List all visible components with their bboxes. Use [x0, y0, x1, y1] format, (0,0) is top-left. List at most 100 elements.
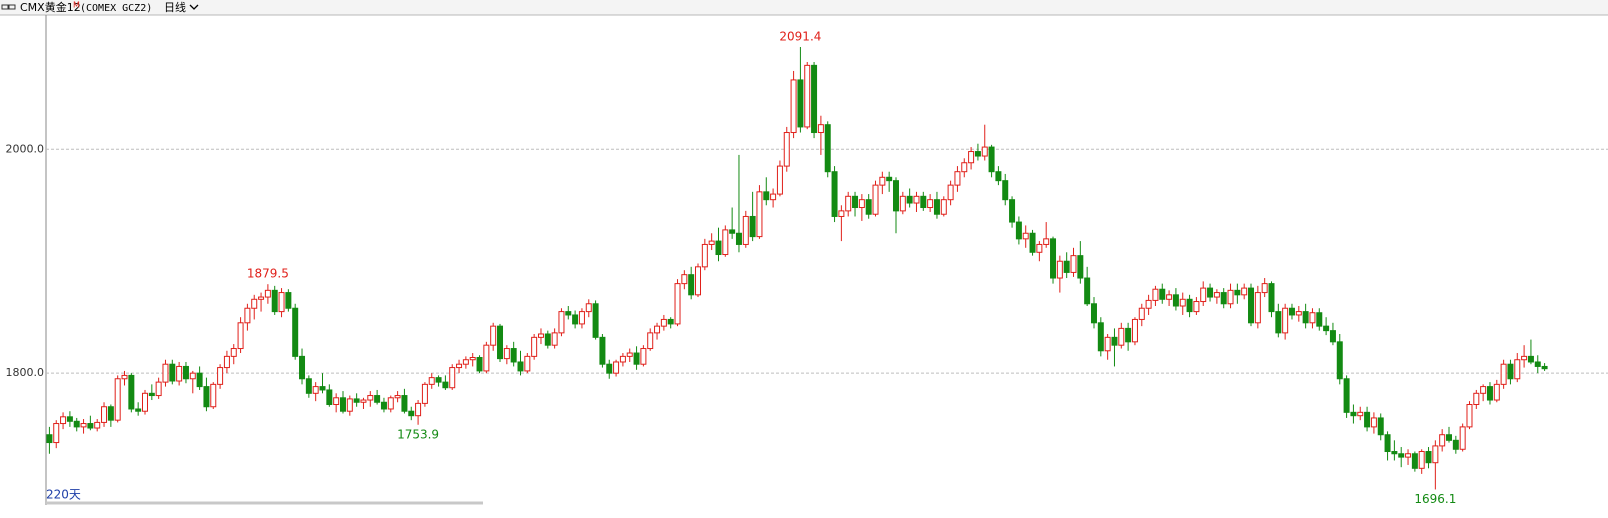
candle-body — [53, 423, 60, 444]
candle-body — [121, 374, 128, 380]
symbol-name[interactable]: CMX黄金12 — [20, 0, 81, 14]
candle-body — [537, 333, 544, 338]
candle-body — [217, 367, 224, 385]
candle-body — [1159, 288, 1166, 300]
candle-body — [1466, 404, 1473, 428]
y-tick-label: 1800.0 — [6, 366, 45, 379]
candle-body — [114, 378, 121, 421]
candle-body — [1036, 243, 1043, 253]
candle-body — [223, 355, 230, 369]
candle-body — [1261, 283, 1268, 294]
candle-body — [551, 332, 558, 346]
candle-body — [87, 423, 94, 429]
candle-body — [271, 289, 278, 313]
candle-body — [1336, 341, 1343, 380]
candle-body — [442, 381, 449, 389]
candle-body — [858, 199, 865, 209]
candle-body — [1200, 287, 1207, 303]
candle-body — [797, 79, 804, 128]
candle-body — [353, 398, 360, 403]
candle-body — [449, 367, 456, 389]
candle-body — [469, 356, 476, 361]
candle-body — [1172, 294, 1179, 307]
candle-body — [66, 416, 73, 422]
candle-body — [1405, 453, 1412, 458]
candle-body — [435, 377, 442, 383]
candle-body — [237, 322, 244, 350]
candle-body — [1050, 238, 1057, 279]
candle-body — [995, 171, 1002, 182]
candle-body — [592, 303, 599, 338]
candle-body — [1418, 451, 1425, 469]
candle-body — [585, 303, 592, 313]
dropdown-arrow[interactable] — [189, 4, 199, 10]
candle-body — [1384, 434, 1391, 453]
candle-body — [715, 240, 722, 256]
candle-body — [1507, 363, 1514, 380]
candle-body — [654, 325, 661, 334]
candle-body — [776, 165, 783, 195]
candle-body — [804, 64, 811, 128]
candle-body — [1309, 312, 1316, 324]
candle-body — [838, 210, 845, 217]
candle-body — [46, 434, 53, 444]
candle-body — [981, 146, 988, 157]
candle-body — [660, 318, 667, 327]
candle-body — [292, 307, 299, 357]
candle-body — [339, 397, 346, 412]
candle-body — [695, 266, 702, 296]
candle-body — [1145, 299, 1152, 309]
candle-body — [380, 401, 387, 410]
candle-body — [933, 199, 940, 215]
candle-body — [394, 395, 401, 399]
candle-body — [1104, 336, 1111, 352]
candle-body — [305, 378, 312, 394]
candle-body — [886, 176, 893, 182]
candle-body — [1241, 287, 1248, 296]
candle-body — [1268, 283, 1275, 313]
candle-body — [599, 336, 606, 365]
candle-body — [913, 195, 920, 204]
candle-body — [1015, 221, 1022, 240]
candle-body — [531, 336, 538, 357]
candle-body — [107, 406, 114, 421]
candle-body — [510, 348, 517, 363]
candle-body — [613, 361, 620, 374]
candle-body — [1234, 289, 1241, 296]
candle-body — [940, 199, 947, 215]
candle-body — [285, 292, 292, 309]
candle-body — [264, 289, 271, 298]
candle-body — [182, 365, 189, 380]
candle-body — [606, 363, 613, 374]
candle-body — [367, 395, 374, 401]
candle-body — [1486, 386, 1493, 401]
candle-body — [1459, 426, 1466, 450]
candle-body — [879, 176, 886, 186]
candle-body — [824, 124, 831, 173]
period-selector[interactable]: 日线 — [164, 0, 186, 14]
candle-body — [920, 195, 927, 209]
candle-body — [701, 243, 708, 268]
candle-body — [817, 124, 824, 134]
candle-body — [578, 311, 585, 325]
candle-body — [196, 372, 203, 388]
extreme-label: 2091.4 — [779, 30, 821, 44]
candle-body — [319, 386, 326, 391]
candle-body — [1391, 451, 1398, 455]
candle-body — [783, 132, 790, 167]
candle-body — [497, 325, 504, 360]
candle-body — [333, 397, 340, 406]
candle-body — [524, 355, 531, 372]
candle-body — [544, 333, 551, 346]
candle-body — [1302, 311, 1309, 324]
candle-body — [1316, 312, 1323, 327]
candle-body — [483, 344, 490, 372]
candle-body — [1152, 288, 1159, 301]
candle-body — [1022, 232, 1029, 240]
candle-body — [312, 386, 319, 394]
candle-body — [1473, 392, 1480, 406]
candle-body — [169, 363, 176, 382]
candle-body — [503, 348, 510, 360]
candle-body — [770, 193, 777, 201]
